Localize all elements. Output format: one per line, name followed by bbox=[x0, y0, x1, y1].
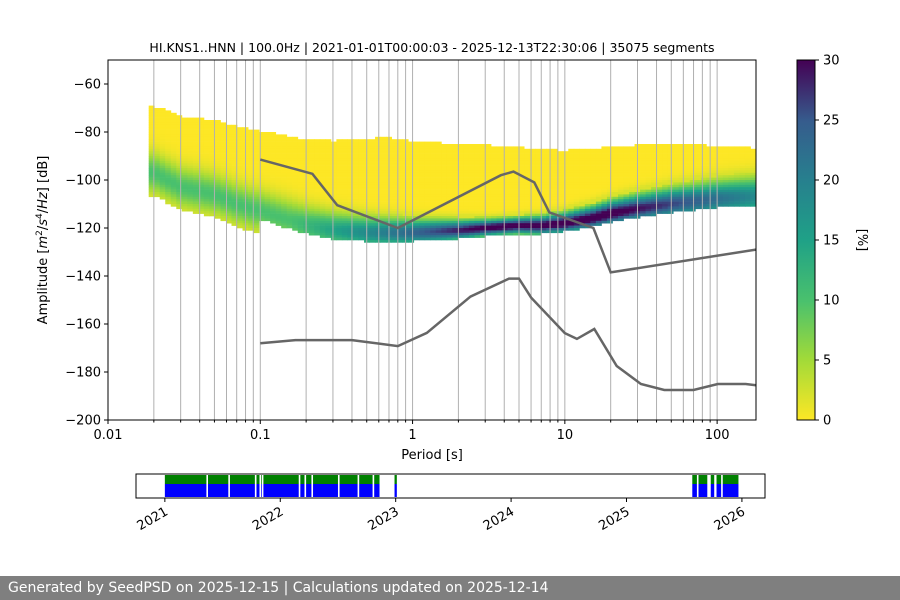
availability-gap bbox=[311, 475, 314, 497]
x-tick-label: 0.1 bbox=[250, 428, 271, 443]
y-tick-label: −80 bbox=[74, 126, 101, 141]
availability-span-bottom bbox=[692, 484, 708, 497]
availability-gap bbox=[254, 475, 257, 497]
colorbar-tick-label: 25 bbox=[823, 114, 840, 129]
availability-gap bbox=[696, 475, 699, 497]
footer-text: Generated by SeedPSD on 2025-12-15 | Cal… bbox=[8, 580, 549, 596]
timeline-tick-label: 2023 bbox=[366, 504, 402, 534]
x-tick-label: 0.01 bbox=[94, 428, 123, 443]
availability-span-bottom bbox=[710, 484, 715, 497]
colorbar-tick-label: 5 bbox=[823, 354, 831, 369]
colorbar-label: [%] bbox=[854, 229, 869, 252]
availability-gap bbox=[298, 475, 301, 497]
y-tick-label: −60 bbox=[74, 78, 101, 93]
y-tick-label: −100 bbox=[65, 174, 101, 189]
colorbar-ticks: 0 5 10 15 20 25 30 bbox=[815, 54, 840, 429]
availability-span-top bbox=[164, 475, 380, 484]
colorbar-tick-label: 0 bbox=[823, 414, 831, 429]
x-tick-label: 100 bbox=[705, 428, 730, 443]
x-tick-label: 1 bbox=[408, 428, 416, 443]
grid-lines bbox=[107, 60, 718, 420]
availability-span-bottom bbox=[164, 484, 380, 497]
availability-span-bottom bbox=[716, 484, 739, 497]
plot-frame bbox=[107, 59, 757, 421]
availability-gap bbox=[259, 475, 262, 497]
timeline-axis: 2021 2022 2023 2024 2025 2026 bbox=[135, 498, 748, 534]
colorbar-tick-label: 30 bbox=[823, 54, 840, 69]
x-axis: 0.01 0.1 1 10 100 bbox=[94, 420, 730, 443]
y-tick-label: −160 bbox=[65, 318, 101, 333]
availability-gap bbox=[721, 475, 723, 497]
availability-gap bbox=[228, 475, 230, 497]
availability-span-top bbox=[710, 475, 715, 484]
timeline-tick-label: 2021 bbox=[135, 504, 171, 534]
colorbar-tick-label: 10 bbox=[823, 294, 840, 309]
timeline-tick-label: 2026 bbox=[712, 504, 748, 534]
availability-span-bottom bbox=[394, 484, 397, 497]
y-tick-label: −140 bbox=[65, 270, 101, 285]
psd-heatmap bbox=[148, 105, 756, 243]
y-tick-label: −180 bbox=[65, 366, 101, 381]
availability-gap bbox=[261, 475, 264, 497]
availability-gap bbox=[357, 475, 360, 497]
availability-span-top bbox=[716, 475, 739, 484]
chart-title: HI.KNS1..HNN | 100.0Hz | 2021-01-01T00:0… bbox=[149, 40, 714, 55]
timeline-tick-label: 2025 bbox=[596, 504, 632, 534]
timeline-tick-label: 2024 bbox=[481, 504, 517, 534]
footer-bar: Generated by SeedPSD on 2025-12-15 | Cal… bbox=[0, 576, 900, 600]
availability-gap bbox=[337, 475, 340, 497]
availability-span-top bbox=[394, 475, 397, 484]
x-axis-label: Period [s] bbox=[401, 448, 463, 463]
nhnm-curve bbox=[259, 158, 756, 274]
y-tick-label: −200 bbox=[65, 414, 101, 429]
y-axis: −200 −180 −160 −140 −120 −100 −80 −60 bbox=[65, 78, 108, 429]
nlnm-curve bbox=[260, 277, 756, 392]
y-tick-label: −120 bbox=[65, 222, 101, 237]
availability-gap bbox=[206, 475, 209, 497]
x-tick-label: 10 bbox=[557, 428, 574, 443]
figure: HI.KNS1..HNN | 100.0Hz | 2021-01-01T00:0… bbox=[35, 40, 869, 534]
colorbar bbox=[796, 59, 816, 421]
availability-span-top bbox=[692, 475, 708, 484]
availability-gap bbox=[372, 475, 375, 497]
timeline-tick-label: 2022 bbox=[250, 504, 286, 534]
availability-gap bbox=[304, 475, 307, 497]
data-availability-timeline bbox=[135, 473, 766, 499]
colorbar-tick-label: 20 bbox=[823, 174, 840, 189]
colorbar-tick-label: 15 bbox=[823, 234, 840, 249]
y-axis-label: Amplitude [m2/s4/Hz] [dB] bbox=[35, 156, 51, 325]
